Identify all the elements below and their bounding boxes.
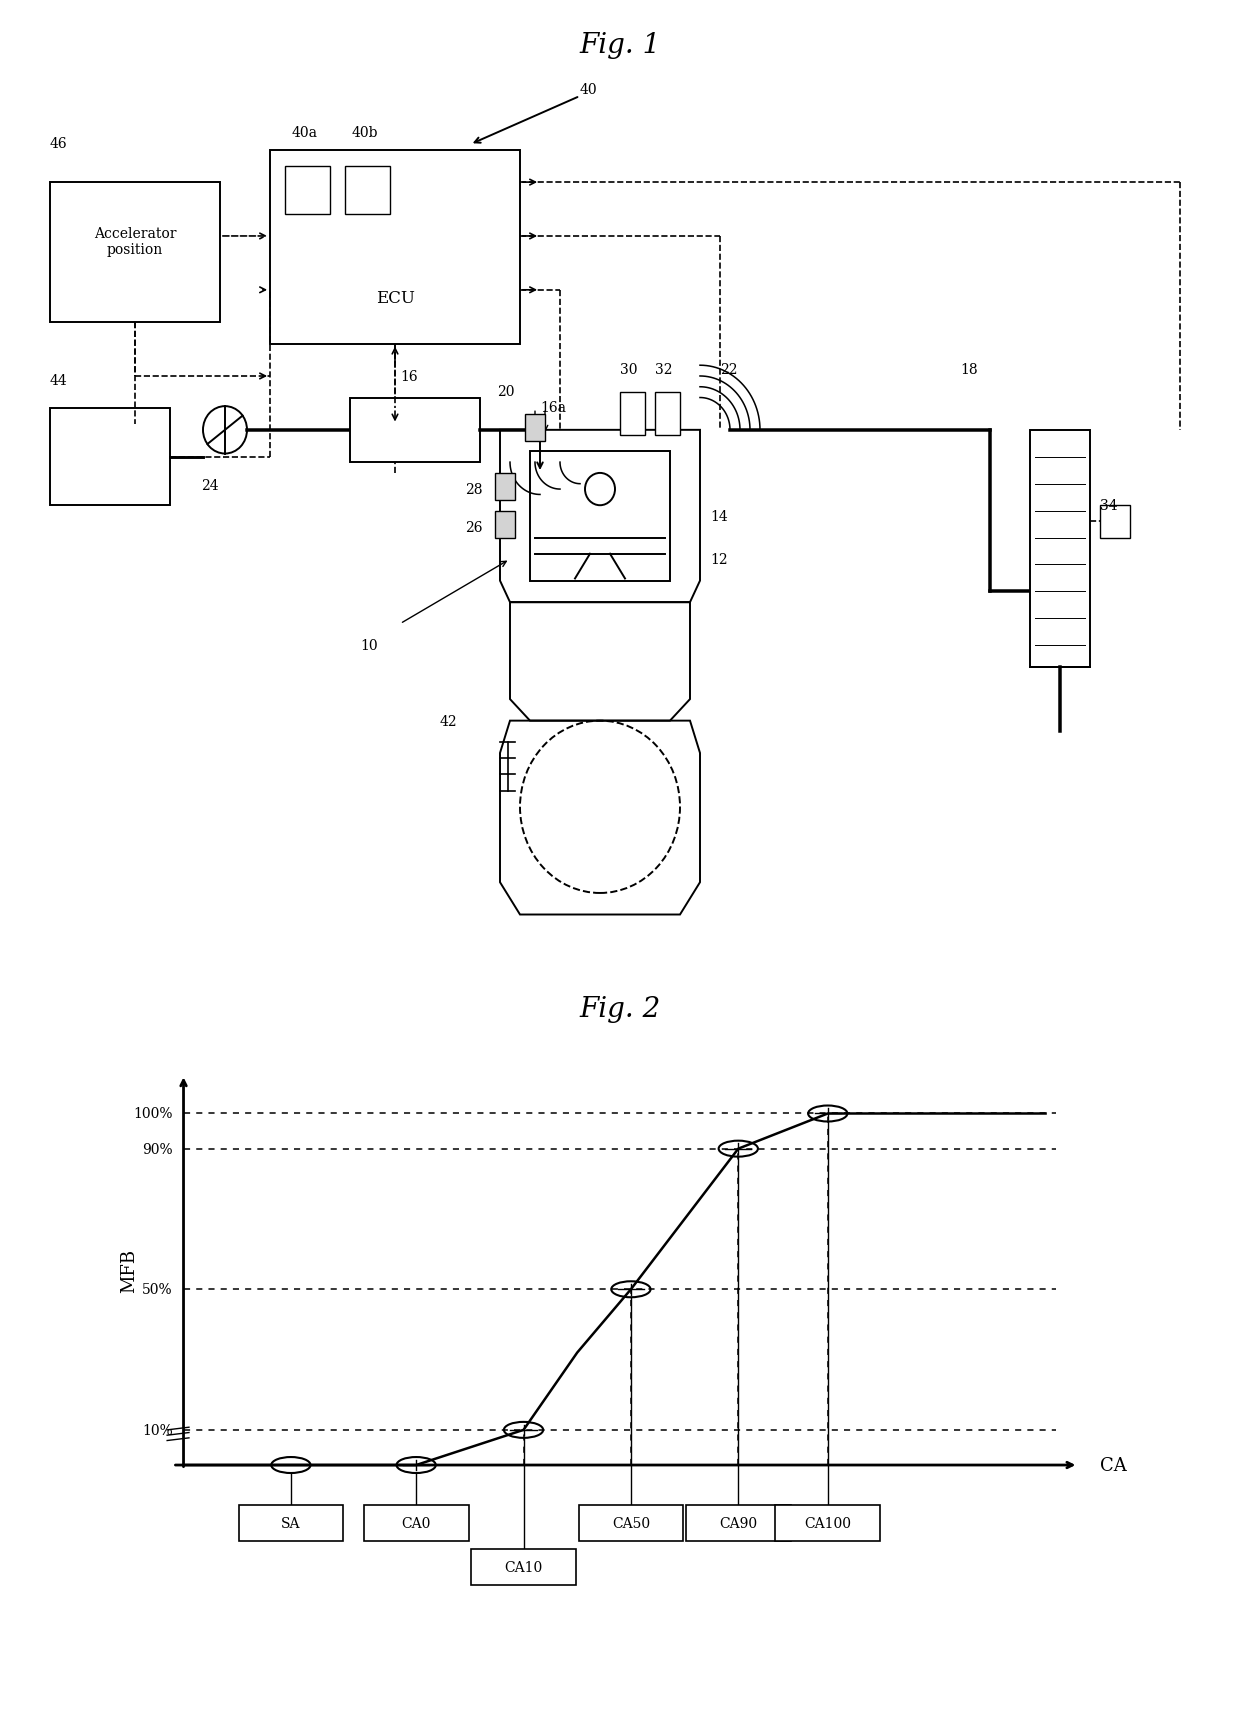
FancyBboxPatch shape [525, 415, 546, 441]
Text: ECU: ECU [376, 291, 414, 306]
Text: 44: 44 [50, 374, 68, 388]
FancyBboxPatch shape [495, 474, 515, 500]
FancyBboxPatch shape [775, 1505, 880, 1541]
Text: 28: 28 [465, 483, 482, 497]
Text: 14: 14 [711, 510, 728, 524]
Text: 22: 22 [720, 363, 738, 377]
Text: 40a: 40a [291, 126, 317, 140]
FancyBboxPatch shape [50, 408, 170, 505]
Text: 10%: 10% [141, 1424, 172, 1438]
Text: 50%: 50% [143, 1282, 172, 1296]
FancyBboxPatch shape [495, 512, 515, 538]
Text: 40: 40 [580, 83, 598, 97]
Text: 100%: 100% [133, 1107, 172, 1121]
Text: CA50: CA50 [611, 1515, 650, 1529]
Text: SA: SA [281, 1515, 300, 1529]
FancyBboxPatch shape [471, 1550, 575, 1585]
Text: 32: 32 [655, 363, 672, 377]
Text: Accelerator
position: Accelerator position [94, 227, 176, 258]
FancyBboxPatch shape [1030, 431, 1090, 668]
Text: MFB: MFB [120, 1247, 138, 1292]
Text: 40b: 40b [352, 126, 378, 140]
FancyBboxPatch shape [1100, 505, 1130, 538]
Text: 16a: 16a [539, 400, 565, 415]
FancyBboxPatch shape [285, 166, 330, 215]
FancyBboxPatch shape [529, 452, 670, 581]
Text: 90%: 90% [143, 1142, 172, 1156]
FancyBboxPatch shape [345, 166, 391, 215]
Text: 42: 42 [440, 714, 458, 728]
Text: 16: 16 [401, 370, 418, 384]
Text: 30: 30 [620, 363, 637, 377]
FancyBboxPatch shape [238, 1505, 343, 1541]
Text: Fig. 1: Fig. 1 [579, 33, 661, 59]
FancyBboxPatch shape [350, 398, 480, 464]
Text: 12: 12 [711, 554, 728, 567]
Text: CA10: CA10 [505, 1560, 543, 1574]
Text: Fig. 2: Fig. 2 [579, 995, 661, 1022]
Text: CA100: CA100 [805, 1515, 852, 1529]
Text: CA: CA [1100, 1457, 1127, 1474]
FancyBboxPatch shape [270, 151, 520, 344]
Text: 34: 34 [1100, 498, 1117, 512]
Text: 24: 24 [201, 479, 218, 493]
Text: 10: 10 [360, 638, 378, 652]
Text: CA0: CA0 [402, 1515, 430, 1529]
Text: CA90: CA90 [719, 1515, 758, 1529]
Text: 20: 20 [497, 384, 515, 398]
FancyBboxPatch shape [363, 1505, 469, 1541]
Text: 26: 26 [465, 521, 482, 535]
Text: 46: 46 [50, 137, 68, 151]
Text: 18: 18 [960, 363, 977, 377]
FancyBboxPatch shape [579, 1505, 683, 1541]
FancyBboxPatch shape [50, 183, 219, 324]
FancyBboxPatch shape [655, 393, 680, 436]
FancyBboxPatch shape [686, 1505, 791, 1541]
FancyBboxPatch shape [620, 393, 645, 436]
